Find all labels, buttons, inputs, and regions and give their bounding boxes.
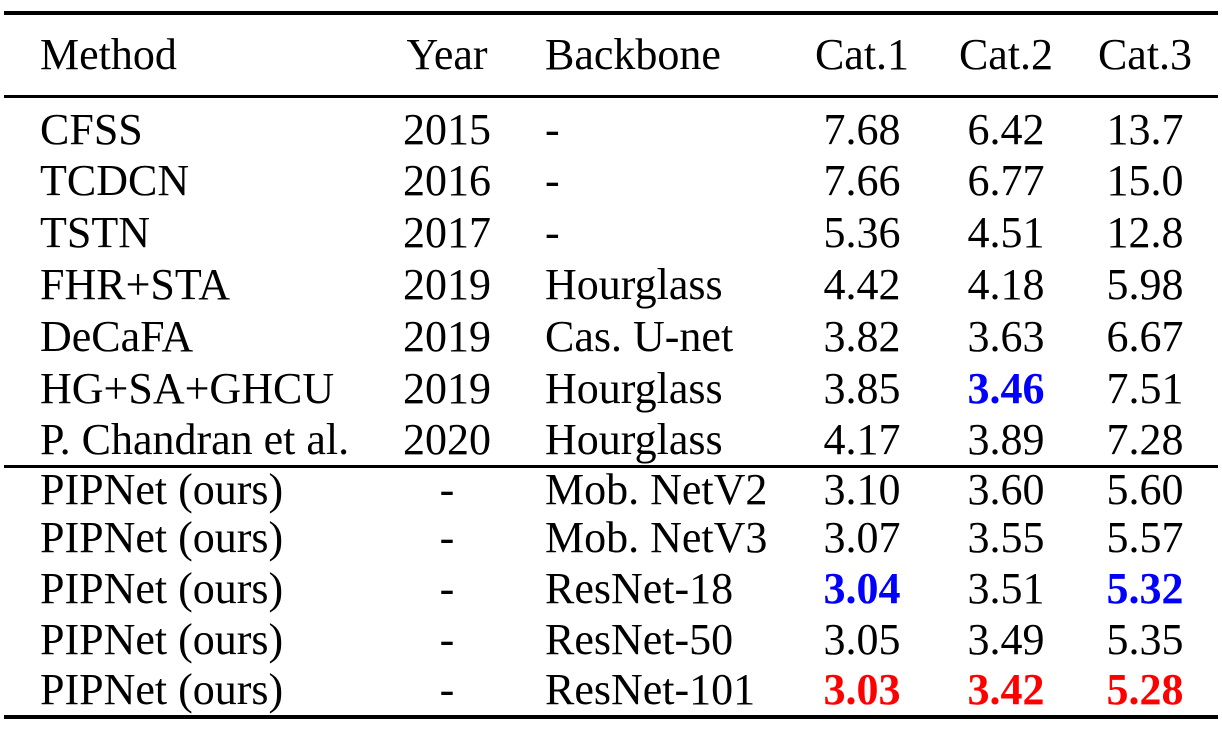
method-cell: PIPNet (ours) <box>40 665 284 714</box>
cat1-value-cell: 3.05 <box>823 615 901 664</box>
cat2-value-cell: 3.46 <box>967 363 1045 413</box>
backbone-cell: Mob. NetV3 <box>545 513 768 562</box>
col-header-year: Year <box>406 30 488 79</box>
table-row: TSTN 2017 - 5.36 4.51 12.8 <box>4 207 1218 259</box>
table-row: TCDCN 2016 - 7.66 6.77 15.0 <box>4 155 1218 207</box>
method-cell: TSTN <box>40 207 150 257</box>
cat1-value-cell: 3.10 <box>823 465 901 515</box>
table-row: P. Chandran et al. 2020 Hourglass 4.17 3… <box>4 415 1218 467</box>
cat1-value-cell: 7.66 <box>823 155 901 205</box>
table-row: PIPNet (ours) - ResNet-18 3.04 3.51 5.32 <box>4 564 1218 615</box>
backbone-cell: Mob. NetV2 <box>545 465 768 515</box>
method-cell: PIPNet (ours) <box>40 564 284 613</box>
cat1-value-cell: 4.42 <box>823 259 901 309</box>
year-cell: - <box>439 513 455 562</box>
cat1-value-cell: 3.04 <box>823 564 901 613</box>
cat2-value-cell: 3.63 <box>967 311 1045 361</box>
cat1-value-cell: 4.17 <box>823 414 901 464</box>
backbone-cell: ResNet-18 <box>545 564 734 613</box>
table-row: CFSS 2015 - 7.68 6.42 13.7 <box>4 97 1218 155</box>
cat3-value-cell: 5.60 <box>1106 465 1184 515</box>
year-cell: 2020 <box>403 414 491 464</box>
table-row: DeCaFA 2019 Cas. U-net 3.82 3.63 6.67 <box>4 311 1218 363</box>
method-cell: P. Chandran et al. <box>40 414 350 464</box>
cat3-value-cell: 5.28 <box>1106 665 1184 714</box>
backbone-cell: - <box>545 104 560 154</box>
year-cell: - <box>439 564 455 613</box>
year-cell: 2019 <box>403 259 491 309</box>
cat3-value-cell: 6.67 <box>1106 311 1184 361</box>
cat2-value-cell: 3.49 <box>967 615 1045 664</box>
cat1-value-cell: 3.82 <box>823 311 901 361</box>
year-cell: 2019 <box>403 363 491 413</box>
cat3-value-cell: 7.51 <box>1106 363 1184 413</box>
cat2-value-cell: 3.42 <box>967 665 1045 714</box>
col-header-backbone: Backbone <box>545 30 721 79</box>
col-header-cat3: Cat.3 <box>1097 30 1193 79</box>
year-cell: - <box>439 465 455 515</box>
cat2-value-cell: 3.89 <box>967 414 1045 464</box>
cat2-value-cell: 3.55 <box>967 513 1045 562</box>
method-cell: HG+SA+GHCU <box>40 363 335 413</box>
cat1-value-cell: 7.68 <box>823 104 901 154</box>
year-cell: 2016 <box>403 155 491 205</box>
table-row: PIPNet (ours) - ResNet-50 3.05 3.49 5.35 <box>4 615 1218 666</box>
backbone-cell: - <box>545 155 560 205</box>
backbone-cell: Hourglass <box>545 414 723 464</box>
cat2-value-cell: 3.60 <box>967 465 1045 515</box>
year-cell: 2017 <box>403 207 491 257</box>
method-cell: TCDCN <box>40 155 190 205</box>
table-row: PIPNet (ours) - ResNet-101 3.03 3.42 5.2… <box>4 666 1218 717</box>
backbone-cell: ResNet-50 <box>545 615 734 664</box>
year-cell: 2019 <box>403 311 491 361</box>
backbone-cell: Hourglass <box>545 363 723 413</box>
table-row: HG+SA+GHCU 2019 Hourglass 3.85 3.46 7.51 <box>4 363 1218 415</box>
table-row: FHR+STA 2019 Hourglass 4.42 4.18 5.98 <box>4 259 1218 311</box>
cat2-value-cell: 6.77 <box>967 155 1045 205</box>
table-row: PIPNet (ours) - Mob. NetV2 3.10 3.60 5.6… <box>4 467 1218 513</box>
method-cell: PIPNet (ours) <box>40 513 284 562</box>
cat2-value-cell: 4.18 <box>967 259 1045 309</box>
results-table: Method Year Backbone Cat.1 Cat.2 Cat.3 C… <box>4 11 1218 719</box>
cat3-value-cell: 13.7 <box>1106 104 1184 154</box>
cat2-value-cell: 6.42 <box>967 104 1045 154</box>
table-header: Method Year Backbone Cat.1 Cat.2 Cat.3 <box>4 13 1218 97</box>
backbone-cell: Cas. U-net <box>545 311 734 361</box>
cat2-value-cell: 3.51 <box>967 564 1045 613</box>
backbone-cell: Hourglass <box>545 259 723 309</box>
header-row: Method Year Backbone Cat.1 Cat.2 Cat.3 <box>4 13 1218 97</box>
cat3-value-cell: 7.28 <box>1106 414 1184 464</box>
pipnet-ours-section: PIPNet (ours) - Mob. NetV2 3.10 3.60 5.6… <box>4 467 1218 717</box>
col-header-method: Method <box>40 30 177 79</box>
method-cell: FHR+STA <box>40 259 231 309</box>
backbone-cell: ResNet-101 <box>545 665 756 714</box>
backbone-cell: - <box>545 207 560 257</box>
year-cell: - <box>439 665 455 714</box>
col-header-cat1: Cat.1 <box>814 30 910 79</box>
cat3-value-cell: 5.98 <box>1106 259 1184 309</box>
cat2-value-cell: 4.51 <box>967 207 1045 257</box>
cat1-value-cell: 5.36 <box>823 207 901 257</box>
cat1-value-cell: 3.07 <box>823 513 901 562</box>
cat3-value-cell: 5.35 <box>1106 615 1184 664</box>
method-cell: PIPNet (ours) <box>40 615 284 664</box>
method-cell: DeCaFA <box>40 311 194 361</box>
cat3-value-cell: 15.0 <box>1106 155 1184 205</box>
col-header-cat2: Cat.2 <box>958 30 1054 79</box>
method-cell: PIPNet (ours) <box>40 465 284 515</box>
table-row: PIPNet (ours) - Mob. NetV3 3.07 3.55 5.5… <box>4 513 1218 564</box>
year-cell: 2015 <box>403 104 491 154</box>
cat3-value-cell: 12.8 <box>1106 207 1184 257</box>
year-cell: - <box>439 615 455 664</box>
method-cell: CFSS <box>40 104 143 154</box>
prior-methods-section: CFSS 2015 - 7.68 6.42 13.7 TCDCN 2016 - … <box>4 97 1218 467</box>
cat3-value-cell: 5.57 <box>1106 513 1184 562</box>
cat1-value-cell: 3.03 <box>823 665 901 714</box>
cat1-value-cell: 3.85 <box>823 363 901 413</box>
cat3-value-cell: 5.32 <box>1106 564 1184 613</box>
